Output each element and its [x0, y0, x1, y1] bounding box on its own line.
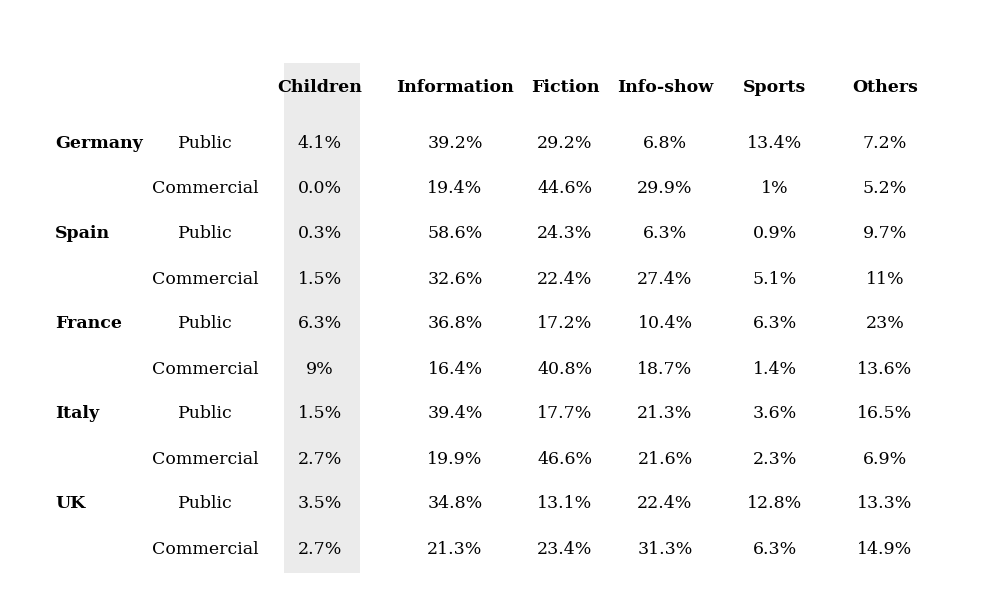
Text: 19.4%: 19.4%	[427, 181, 483, 197]
Text: 24.3%: 24.3%	[537, 226, 593, 242]
Text: 17.2%: 17.2%	[537, 316, 593, 332]
Text: 13.3%: 13.3%	[857, 496, 913, 512]
Text: 29.2%: 29.2%	[537, 136, 593, 152]
Text: 1.5%: 1.5%	[298, 271, 342, 287]
Text: Public: Public	[178, 316, 232, 332]
Text: Public: Public	[178, 496, 232, 512]
Text: Sports: Sports	[743, 79, 807, 95]
Text: 22.4%: 22.4%	[537, 271, 593, 287]
Text: 9%: 9%	[306, 361, 334, 377]
Text: 10.4%: 10.4%	[637, 316, 693, 332]
Text: 6.3%: 6.3%	[753, 541, 797, 557]
Text: Commercial: Commercial	[152, 271, 258, 287]
Text: 58.6%: 58.6%	[427, 226, 483, 242]
Text: 32.6%: 32.6%	[427, 271, 483, 287]
Text: 6.9%: 6.9%	[863, 451, 907, 467]
Text: Commercial: Commercial	[152, 361, 258, 377]
Text: 36.8%: 36.8%	[427, 316, 483, 332]
Text: 2.7%: 2.7%	[298, 541, 342, 557]
Text: 1.4%: 1.4%	[753, 361, 797, 377]
Text: 0.0%: 0.0%	[298, 181, 342, 197]
Text: 2.3%: 2.3%	[753, 451, 797, 467]
Text: 0.9%: 0.9%	[753, 226, 797, 242]
Text: 22.4%: 22.4%	[637, 496, 693, 512]
Text: 0.3%: 0.3%	[298, 226, 342, 242]
Text: 21.3%: 21.3%	[427, 541, 483, 557]
Text: 6.3%: 6.3%	[643, 226, 687, 242]
Text: Spain: Spain	[55, 226, 110, 242]
Text: Public: Public	[178, 136, 232, 152]
Text: Commercial: Commercial	[152, 451, 258, 467]
Text: 44.6%: 44.6%	[537, 181, 593, 197]
Text: Commercial: Commercial	[152, 181, 258, 197]
Text: Others: Others	[852, 79, 918, 95]
Text: 9.7%: 9.7%	[863, 226, 907, 242]
Text: 27.4%: 27.4%	[637, 271, 693, 287]
Text: 31.3%: 31.3%	[637, 541, 693, 557]
Text: 5.2%: 5.2%	[863, 181, 907, 197]
Text: Public: Public	[178, 406, 232, 422]
Text: 40.8%: 40.8%	[537, 361, 593, 377]
Text: 6.3%: 6.3%	[753, 316, 797, 332]
Text: 3.6%: 3.6%	[753, 406, 797, 422]
Text: 14.9%: 14.9%	[857, 541, 913, 557]
Text: 21.6%: 21.6%	[637, 451, 693, 467]
Text: Commercial: Commercial	[152, 541, 258, 557]
Text: 23%: 23%	[866, 316, 904, 332]
Text: 6.3%: 6.3%	[298, 316, 342, 332]
Text: 3.5%: 3.5%	[298, 496, 342, 512]
Text: 6.8%: 6.8%	[643, 136, 687, 152]
Text: 39.4%: 39.4%	[427, 406, 483, 422]
Bar	[284, 63, 360, 573]
Text: 1.5%: 1.5%	[298, 406, 342, 422]
Text: Germany: Germany	[55, 136, 143, 152]
Text: 17.7%: 17.7%	[537, 406, 593, 422]
Text: Fiction: Fiction	[531, 79, 599, 95]
Text: 13.6%: 13.6%	[857, 361, 913, 377]
Text: Children: Children	[278, 79, 362, 95]
Text: 1%: 1%	[761, 181, 789, 197]
Text: Information: Information	[396, 79, 514, 95]
Text: 4.1%: 4.1%	[298, 136, 342, 152]
Text: 34.8%: 34.8%	[427, 496, 483, 512]
Text: UK: UK	[55, 496, 85, 512]
Text: 16.4%: 16.4%	[427, 361, 483, 377]
Text: 29.9%: 29.9%	[637, 181, 693, 197]
Text: 12.8%: 12.8%	[747, 496, 803, 512]
Text: 13.4%: 13.4%	[747, 136, 803, 152]
Text: 7.2%: 7.2%	[863, 136, 907, 152]
Text: 5.1%: 5.1%	[753, 271, 797, 287]
Text: Public: Public	[178, 226, 232, 242]
Text: 21.3%: 21.3%	[637, 406, 693, 422]
Text: 16.5%: 16.5%	[857, 406, 913, 422]
Text: Italy: Italy	[55, 406, 99, 422]
Text: 11%: 11%	[866, 271, 904, 287]
Text: France: France	[55, 316, 122, 332]
Text: Info-show: Info-show	[617, 79, 713, 95]
Text: 13.1%: 13.1%	[537, 496, 593, 512]
Text: 39.2%: 39.2%	[427, 136, 483, 152]
Text: 18.7%: 18.7%	[637, 361, 693, 377]
Text: 23.4%: 23.4%	[537, 541, 593, 557]
Text: 2.7%: 2.7%	[298, 451, 342, 467]
Text: 46.6%: 46.6%	[537, 451, 593, 467]
Text: 19.9%: 19.9%	[427, 451, 483, 467]
